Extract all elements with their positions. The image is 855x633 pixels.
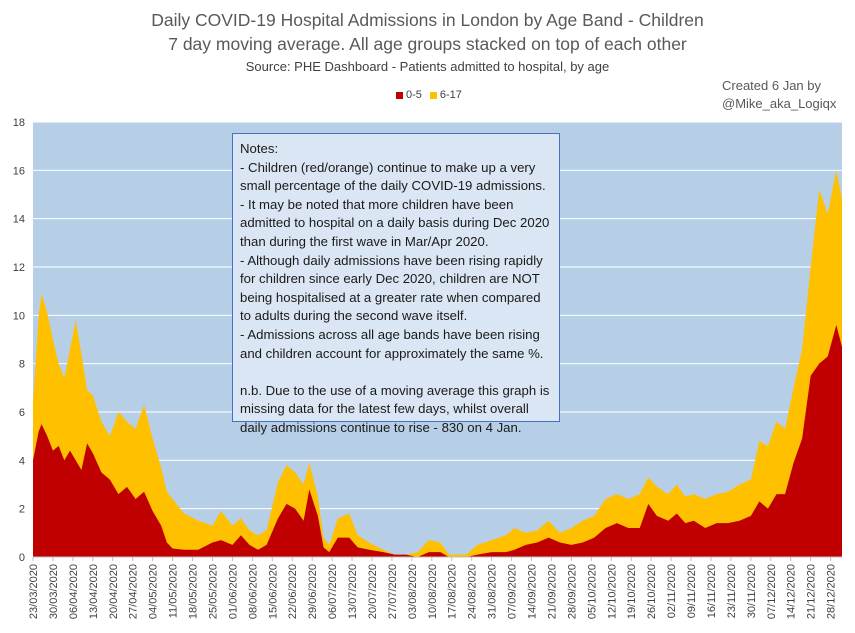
y-tick-label: 4 (19, 455, 25, 467)
x-tick-label: 29/06/2020 (307, 564, 319, 619)
x-tick-label: 16/11/2020 (706, 564, 718, 618)
x-tick-label: 07/12/2020 (766, 564, 778, 619)
notes-line: - Children (red/orange) continue to make… (240, 159, 536, 175)
notes-line: being hospitalised at a greater rate whe… (240, 289, 541, 305)
chart-title: Daily COVID-19 Hospital Admissions in Lo… (151, 10, 704, 30)
chart-subtitle: 7 day moving average. All age groups sta… (168, 34, 687, 54)
x-tick-label: 06/07/2020 (327, 564, 339, 619)
y-tick-label: 0 (19, 552, 25, 564)
x-tick-label: 13/07/2020 (347, 564, 359, 619)
y-tick-label: 12 (13, 262, 25, 274)
x-tick-label: 19/10/2020 (626, 564, 638, 619)
credit-line-1: Created 6 Jan by (722, 78, 822, 93)
x-tick-label: 27/04/2020 (128, 564, 140, 619)
chart-source: Source: PHE Dashboard - Patients admitte… (245, 59, 610, 74)
y-tick-label: 18 (13, 117, 25, 129)
y-tick-label: 2 (19, 504, 25, 516)
y-axis: 0 2 4 6 8 10 12 14 16 18 (13, 117, 25, 564)
legend-label-6-17: 6-17 (439, 89, 462, 101)
notes-line: - Admissions across all age bands have b… (240, 326, 540, 342)
x-tick-label: 15/06/2020 (267, 564, 279, 619)
x-tick-label: 20/04/2020 (108, 564, 120, 619)
notes-line: small percentage of the daily COVID-19 a… (240, 178, 546, 194)
y-tick-label: 6 (19, 407, 25, 419)
legend-swatch-6-17 (429, 91, 437, 99)
legend-item-0-5: 0-5 (396, 89, 422, 101)
notes-line: - It may be noted that more children hav… (240, 196, 514, 212)
notes-line: admitted to hospital on a daily basis du… (240, 215, 550, 231)
x-tick-label: 22/06/2020 (287, 564, 299, 619)
x-tick-label: 30/11/2020 (746, 564, 758, 618)
notes-line: missing data for the latest few days, wh… (240, 401, 529, 417)
notes-line: daily admissions continue to rise - 830 … (240, 419, 522, 435)
x-tick-label: 13/04/2020 (88, 564, 100, 619)
legend-swatch-0-5 (396, 91, 403, 99)
notes-box: Notes: - Children (red/orange) continue t… (232, 133, 560, 435)
x-tick-label: 31/08/2020 (487, 564, 499, 619)
x-tick-label: 25/05/2020 (207, 564, 219, 619)
x-tick-label: 24/08/2020 (467, 564, 479, 619)
notes-line: Notes: (240, 141, 279, 156)
notes-line: and children account for approximately t… (240, 345, 544, 361)
x-tick-label: 02/11/2020 (666, 564, 678, 618)
notes-line: for children since early Dec 2020, child… (240, 271, 540, 287)
legend-label-0-5: 0-5 (406, 89, 422, 101)
x-tick-label: 27/07/2020 (387, 564, 399, 619)
x-axis: 23/03/2020 30/03/2020 06/04/2020 13/04/2020… (28, 556, 842, 619)
x-tick-label: 17/08/2020 (447, 564, 459, 619)
x-tick-label: 10/08/2020 (427, 564, 439, 619)
x-tick-label: 18/05/2020 (188, 564, 200, 619)
x-tick-label: 03/08/2020 (407, 564, 419, 619)
x-tick-label: 28/12/2020 (826, 564, 838, 619)
area-series-0-5 (33, 325, 842, 557)
x-tick-label: 28/09/2020 (566, 564, 578, 619)
x-tick-label: 01/06/2020 (227, 564, 239, 619)
y-tick-label: 14 (13, 214, 25, 226)
x-tick-label: 26/10/2020 (646, 564, 658, 619)
credit-line-2: @Mike_aka_Logiqx (722, 96, 837, 111)
notes-line: - Although daily admissions have been ri… (240, 252, 543, 268)
y-tick-label: 8 (19, 359, 25, 371)
notes-line: than during the first wave in Mar/Apr 20… (240, 233, 489, 249)
notes-line: n.b. Due to the use of a moving average … (240, 382, 550, 398)
series-areas (33, 170, 842, 557)
x-tick-label: 23/03/2020 (28, 564, 40, 619)
x-tick-label: 20/07/2020 (367, 564, 379, 619)
x-tick-label: 30/03/2020 (48, 564, 60, 619)
x-tick-label: 11/05/2020 (168, 564, 180, 618)
y-tick-label: 10 (13, 310, 25, 322)
x-tick-label: 12/10/2020 (606, 564, 618, 619)
legend-item-6-17: 6-17 (429, 89, 462, 101)
x-tick-label: 08/06/2020 (247, 564, 259, 619)
x-tick-label: 04/05/2020 (148, 564, 160, 619)
x-tick-label: 07/09/2020 (507, 564, 519, 619)
x-tick-label: 21/12/2020 (806, 564, 818, 619)
y-tick-label: 16 (13, 165, 25, 177)
x-tick-label: 23/11/2020 (726, 564, 738, 618)
x-tick-label: 21/09/2020 (546, 564, 558, 619)
x-tick-label: 05/10/2020 (586, 564, 598, 619)
x-tick-label: 06/04/2020 (68, 564, 80, 619)
notes-line: to adults during the second wave itself. (240, 308, 468, 324)
x-tick-label: 14/12/2020 (786, 564, 798, 619)
x-tick-label: 14/09/2020 (527, 564, 539, 619)
notes-line (240, 363, 552, 382)
x-tick-label: 09/11/2020 (686, 564, 698, 618)
chart-legend: 0-5 6-17 (396, 89, 462, 101)
